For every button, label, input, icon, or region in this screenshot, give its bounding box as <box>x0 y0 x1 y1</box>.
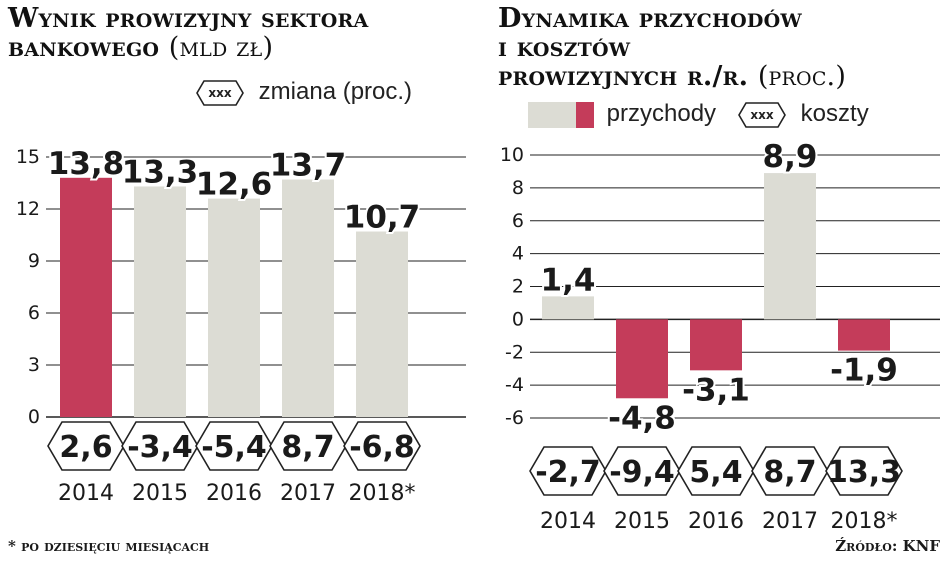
change-hexagon <box>195 421 273 471</box>
y-tick-label: -4 <box>505 374 524 396</box>
y-tick-label: 15 <box>16 146 40 168</box>
bar-value-label: 10,7 <box>344 200 421 236</box>
bar-value-label: 13,8 <box>48 146 125 182</box>
right-legend: przychody xxx koszty <box>528 100 938 130</box>
bar <box>690 319 742 371</box>
legend-item-change: xxx zmiana (proc.) <box>196 78 412 106</box>
left-chart-plot: 0 3 6 9 12 15 13,8 2,6 2014 13,3 -3,4 2015 12,6 -5,4 2… <box>16 144 466 506</box>
cost-hexagon <box>825 446 903 496</box>
legend-hex-label: xxx <box>750 107 774 122</box>
left-title-text: Wynik prowizyjny sektora bankowego <box>8 3 369 63</box>
bar <box>208 198 260 417</box>
y-tick-label: 6 <box>28 302 40 324</box>
cost-value-label: 8,7 <box>763 455 816 490</box>
change-value-label: -3,4 <box>127 430 193 465</box>
change-hexagon <box>269 421 347 471</box>
right-title-line2: i kosztów <box>498 32 631 63</box>
bar <box>356 231 408 417</box>
cost-value-label: 13,3 <box>827 455 901 490</box>
change-value-label: -5,4 <box>201 430 267 465</box>
right-title-line3: prowizyjnych r./r. <box>498 61 749 92</box>
y-tick-label: 9 <box>28 250 40 272</box>
x-tick-label: 2015 <box>614 509 670 534</box>
right-title-unit: (proc.) <box>757 61 847 92</box>
y-tick-label: -2 <box>505 341 524 363</box>
bar-value-label: 13,7 <box>270 148 347 184</box>
right-chart-panel: Dynamika przychodów i kosztów prowizyjny… <box>474 0 948 561</box>
bar <box>542 296 594 320</box>
bar-value-label: -4,8 <box>608 400 676 436</box>
x-tick-label: 2014 <box>540 509 596 534</box>
x-tick-label: 2016 <box>688 509 744 534</box>
hexagon-icon: xxx <box>738 101 786 128</box>
right-chart-plot: 10 8 6 4 2 0 -2 -4 -6 1,4 -2,7 2014 -4,8 -9,4 2015 -3,1… <box>500 137 940 534</box>
y-tick-label: 0 <box>512 308 524 330</box>
x-tick-label: 2018* <box>349 481 416 506</box>
bar <box>282 179 334 417</box>
bar-value-label: 13,3 <box>122 154 199 190</box>
change-value-label: -6,8 <box>349 430 415 465</box>
right-title-line1: Dynamika przychodów <box>498 3 802 34</box>
legend-change-label: zmiana (proc.) <box>258 78 413 105</box>
right-chart-title: Dynamika przychodów i kosztów prowizyjny… <box>498 4 948 91</box>
bar <box>60 177 112 417</box>
legend-hex-label: xxx <box>208 85 232 100</box>
x-tick-label: 2017 <box>762 509 818 534</box>
bar <box>616 319 668 399</box>
bar-value-label: 1,4 <box>541 262 596 298</box>
change-hexagon <box>121 421 199 471</box>
source-note: Źródło: KNF <box>835 537 940 555</box>
left-title-unit: (mld zł) <box>168 32 274 63</box>
change-hexagon <box>47 421 125 471</box>
change-value-label: 8,7 <box>281 430 334 465</box>
x-tick-label: 2014 <box>58 481 114 506</box>
y-tick-label: 8 <box>512 177 524 199</box>
footnote: * po dziesięciu miesiącach <box>8 537 210 555</box>
revenue-swatch <box>528 101 576 128</box>
revenue-swatch-red <box>576 101 594 128</box>
left-chart-panel: Wynik prowizyjny sektora bankowego (mld … <box>8 4 466 506</box>
bar-value-label: -3,1 <box>682 372 750 408</box>
change-value-label: 2,6 <box>59 430 112 465</box>
legend-revenue-label: przychody <box>606 100 717 127</box>
bar <box>764 173 816 320</box>
hexagon-icon: xxx <box>196 79 244 106</box>
bar <box>838 319 890 351</box>
cost-value-label: -2,7 <box>535 455 601 490</box>
y-tick-label: 0 <box>28 406 40 428</box>
left-chart-title: Wynik prowizyjny sektora bankowego (mld … <box>8 4 478 62</box>
y-tick-label: 4 <box>512 243 524 265</box>
y-tick-label: 12 <box>16 198 40 220</box>
left-legend: xxx zmiana (proc.) <box>196 78 466 108</box>
cost-hexagon <box>529 446 607 496</box>
bar <box>134 186 186 417</box>
x-tick-label: 2018* <box>831 509 898 534</box>
cost-value-label: -9,4 <box>609 455 675 490</box>
x-tick-label: 2015 <box>132 481 188 506</box>
cost-hexagon <box>677 446 755 496</box>
y-tick-label: -6 <box>505 407 524 429</box>
y-tick-label: 10 <box>500 144 524 166</box>
cost-hexagon <box>751 446 829 496</box>
bar-value-label: 8,9 <box>763 139 818 175</box>
x-tick-label: 2017 <box>280 481 336 506</box>
y-tick-label: 2 <box>512 276 524 298</box>
legend-costs-label: koszty <box>800 100 869 127</box>
change-hexagon <box>343 421 421 471</box>
legend-item-revenue: przychody <box>528 100 716 128</box>
y-tick-label: 3 <box>28 354 40 376</box>
bar-value-label: -1,9 <box>830 353 898 389</box>
cost-value-label: 5,4 <box>689 455 742 490</box>
bar-value-label: 12,6 <box>196 167 273 203</box>
cost-hexagon <box>603 446 681 496</box>
y-tick-label: 6 <box>512 210 524 232</box>
x-tick-label: 2016 <box>206 481 262 506</box>
legend-item-costs: xxx koszty <box>738 100 869 128</box>
